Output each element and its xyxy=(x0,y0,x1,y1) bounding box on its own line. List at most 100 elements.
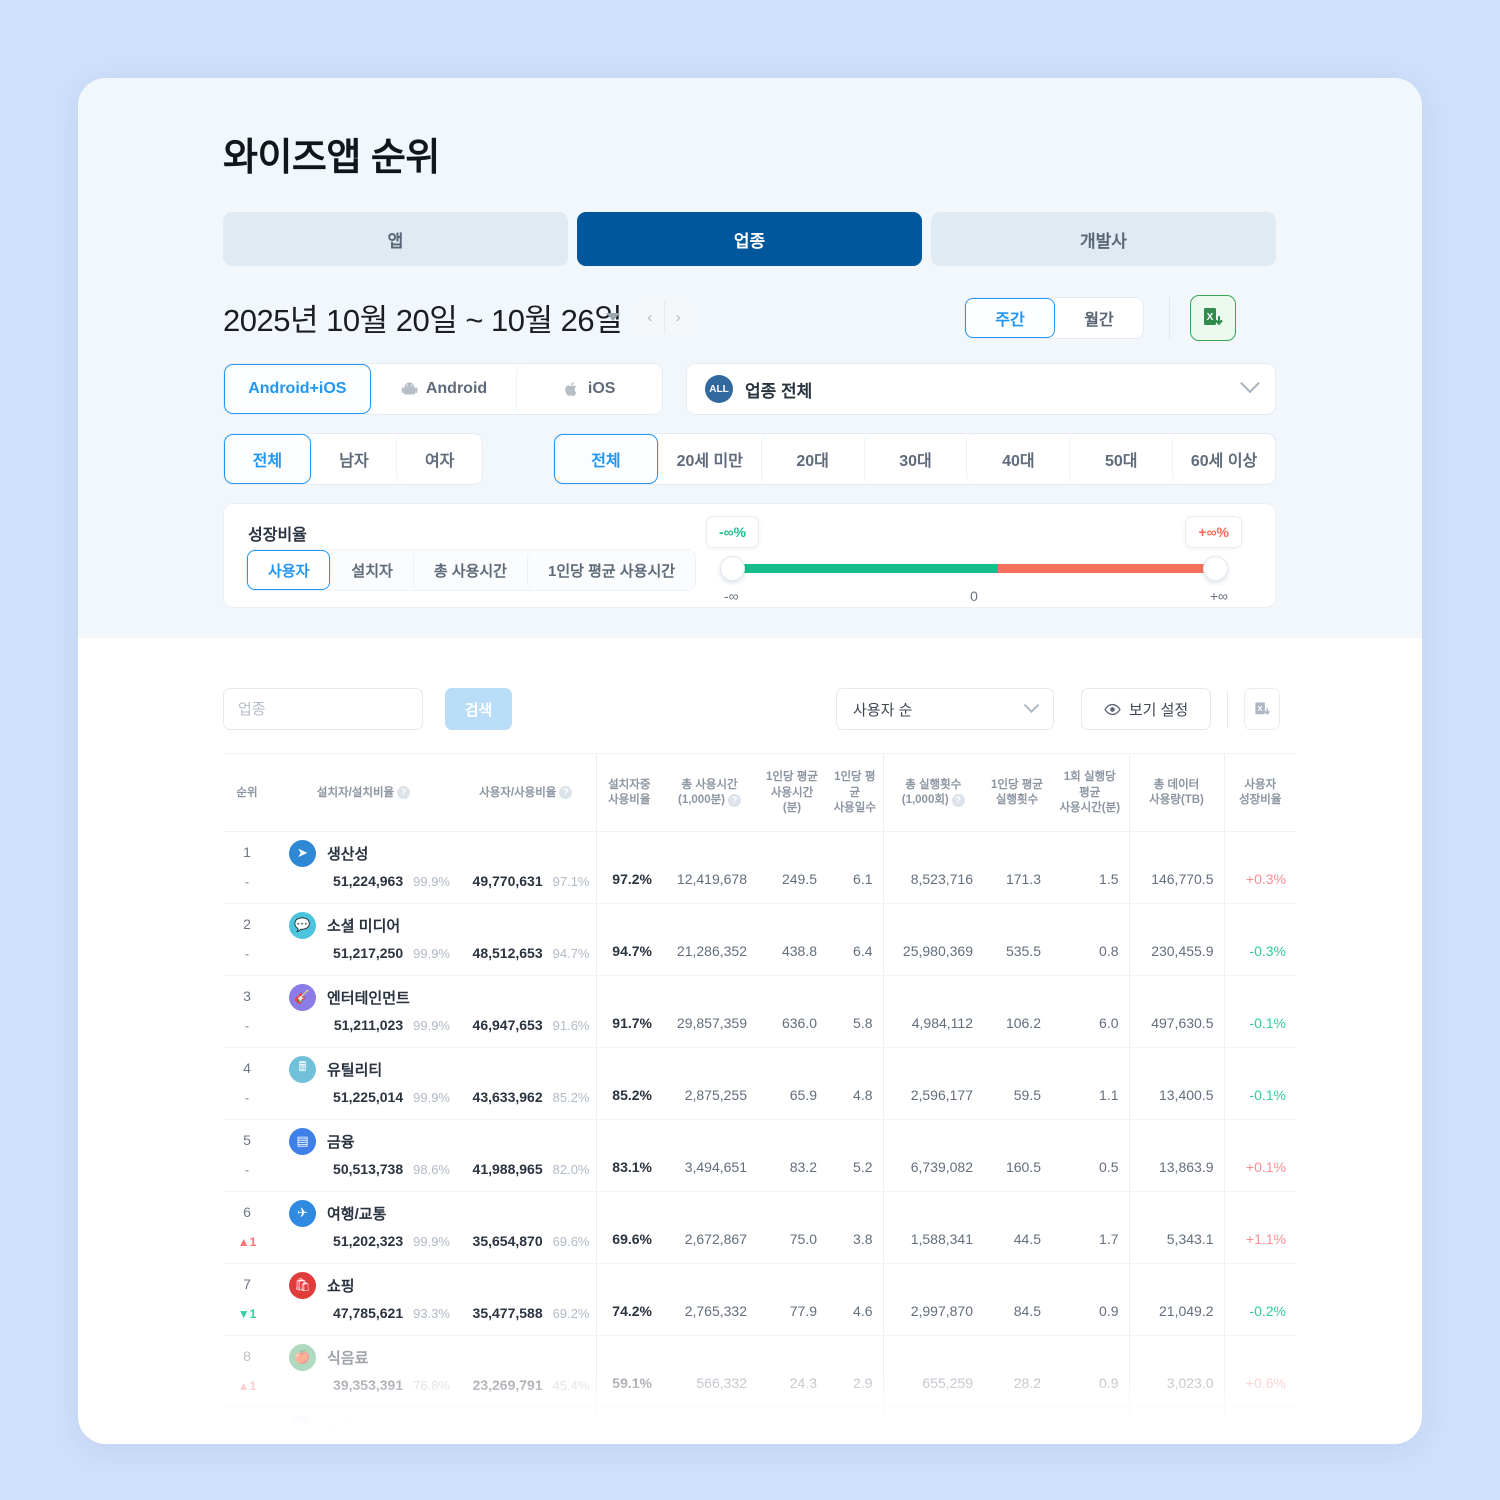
gender-male[interactable]: 남자 xyxy=(310,434,397,484)
col-time-per-run[interactable]: 1회 실행당 평균 사용시간(분) xyxy=(1051,753,1129,832)
col-rank[interactable]: 순위 xyxy=(223,753,271,832)
chat-bubble-icon: 💬 xyxy=(289,911,316,939)
cell-growth-value: -0.2% xyxy=(1249,1302,1286,1319)
entity-tab-app[interactable]: 앱 xyxy=(223,212,568,266)
help-icon[interactable]: ? xyxy=(397,785,411,799)
cell-total-runs: 1,588,341 xyxy=(882,1191,983,1264)
age-30s[interactable]: 30대 xyxy=(863,434,967,484)
gender-all[interactable]: 전체 xyxy=(224,434,311,484)
cell-avg-days-value: 3.8 xyxy=(853,1230,873,1247)
age-60-plus[interactable]: 60세 이상 xyxy=(1172,434,1275,484)
col-total-runs-line2: (1,000회) xyxy=(901,794,949,807)
table-row[interactable]: 3- 🎸 엔터테인먼트 51,211,023 99.9% 46,947,653 91.6% 9… xyxy=(223,975,1296,1048)
table-row[interactable]: 8 ▲1 🍎 식음료 39,353,391 76.8% 23,269,791 45.4% 59.… xyxy=(223,1335,1296,1408)
next-period-icon[interactable]: › xyxy=(663,301,693,334)
age-under-20[interactable]: 20세 미만 xyxy=(657,434,761,484)
cell-growth-value xyxy=(1225,1408,1297,1444)
table-row[interactable]: 4- 🖩 유틸리티 51,225,014 99.9% 43,633,962 85.2% 85.… xyxy=(223,1047,1296,1120)
col-total-time[interactable]: 총 사용시간 (1,000분)? xyxy=(662,753,757,832)
app-card: 와이즈앱 순위 앱 업종 개발사 2025년 10월 20일 ~ 10월 26일… xyxy=(78,78,1422,1444)
help-icon[interactable]: ? xyxy=(728,793,742,807)
cell-total-runs: 655,259 xyxy=(882,1335,983,1408)
period-monthly[interactable]: 월간 xyxy=(1084,312,1114,329)
date-range-label[interactable]: 2025년 10월 20일 ~ 10월 26일 xyxy=(223,303,623,338)
gender-female[interactable]: 여자 xyxy=(396,434,482,484)
entity-tab-developer[interactable]: 개발사 xyxy=(931,212,1276,266)
excel-download-button[interactable]: X xyxy=(1190,295,1236,341)
col-total-runs-line1: 총 실행횟수 xyxy=(905,778,962,791)
help-icon[interactable]: ? xyxy=(559,785,573,799)
table-row[interactable]: 5- ▤ 금융 50,513,738 98.6% 41,988,965 82.0% 83.1%… xyxy=(223,1119,1296,1192)
cell-name-installs[interactable]: ▤ 금융 50,513,738 98.6% xyxy=(271,1119,456,1192)
user-ratio-value: 69.2% xyxy=(552,1305,590,1321)
table-row[interactable]: 9 🎓 교육 xyxy=(223,1407,1296,1444)
os-option-ios[interactable]: iOS xyxy=(516,364,662,414)
cell-name-installs[interactable]: 🛍 쇼핑 47,785,621 93.3% xyxy=(271,1263,456,1336)
search-input[interactable] xyxy=(223,688,423,730)
cell-rank: 4- xyxy=(223,1047,271,1120)
cell-name-installs[interactable]: 🎓 교육 xyxy=(271,1407,456,1444)
cell-avg-runs-value xyxy=(983,1408,1051,1444)
industry-select[interactable]: ALL 업종 전체 xyxy=(686,363,1276,415)
age-all[interactable]: 전체 xyxy=(554,434,658,484)
table-row[interactable]: 2- 💬 소셜 미디어 51,217,250 99.9% 48,512,653 94.7% 9… xyxy=(223,903,1296,976)
prev-period-icon[interactable]: ‹ xyxy=(647,309,653,326)
users-value: 49,770,631 xyxy=(472,872,543,889)
view-settings-button[interactable]: 보기 설정 xyxy=(1081,688,1211,730)
cell-total-runs: 4,984,112 xyxy=(882,975,983,1048)
metric-installs[interactable]: 설치자 xyxy=(330,550,412,590)
metric-avg-time[interactable]: 1인당 평균 사용시간 xyxy=(526,550,695,590)
col-growth[interactable]: 사용자 성장비율 xyxy=(1223,753,1296,832)
cell-total-runs-value: 6,739,082 xyxy=(910,1158,973,1175)
period-weekly[interactable]: 주간 xyxy=(965,298,1055,338)
cell-name-installs[interactable]: 💬 소셜 미디어 51,217,250 99.9% xyxy=(271,903,456,976)
col-use-of-install[interactable]: 설치자중 사용비율 xyxy=(595,753,662,832)
cell-name-installs[interactable]: ➤ 생산성 51,224,963 99.9% xyxy=(271,831,456,904)
entity-tab-industry[interactable]: 업종 xyxy=(577,212,922,266)
col-users[interactable]: 사용자/사용비율? xyxy=(456,753,596,832)
cell-time-per-run: 1.5 xyxy=(1051,831,1129,904)
search-button[interactable]: 검색 xyxy=(445,688,512,730)
cell-name-installs[interactable]: 🖩 유틸리티 51,225,014 99.9% xyxy=(271,1047,456,1120)
table-row[interactable]: 6 ▲1 ✈ 여행/교통 51,202,323 99.9% 35,654,870 69.6% 6… xyxy=(223,1191,1296,1264)
slider-track[interactable] xyxy=(734,564,1214,573)
col-avg-runs[interactable]: 1인당 평균 실행횟수 xyxy=(983,753,1051,832)
col-data-usage[interactable]: 총 데이터 사용량(TB) xyxy=(1128,753,1224,832)
cell-avg-days: 6.4 xyxy=(827,903,883,976)
install-ratio-value: 99.9% xyxy=(413,945,450,961)
metric-users[interactable]: 사용자 xyxy=(247,550,331,590)
excel-download-button-small[interactable]: X xyxy=(1244,688,1280,730)
cell-name-installs[interactable]: 🎸 엔터테인먼트 51,211,023 99.9% xyxy=(271,975,456,1048)
entity-tab-bar: 앱 업종 개발사 xyxy=(223,212,1276,266)
sort-select[interactable]: 사용자 순 xyxy=(836,688,1054,730)
metric-total-time[interactable]: 총 사용시간 xyxy=(412,550,527,590)
os-option-android-ios[interactable]: Android+iOS xyxy=(224,364,371,414)
col-installs[interactable]: 설치자/설치비율? xyxy=(271,753,456,832)
table-row[interactable]: 7 ▼1 🛍 쇼핑 47,785,621 93.3% 35,477,588 69.2% 74.2… xyxy=(223,1263,1296,1336)
age-20s[interactable]: 20대 xyxy=(760,434,864,484)
cell-data-usage-value: 21,049.2 xyxy=(1159,1302,1214,1319)
cell-name-installs[interactable]: 🍎 식음료 39,353,391 76.8% xyxy=(271,1335,456,1408)
cell-growth: +0.3% xyxy=(1223,831,1296,904)
os-option-android[interactable]: Android xyxy=(370,364,517,414)
age-50s[interactable]: 50대 xyxy=(1069,434,1172,484)
slider-handle-min[interactable] xyxy=(720,556,745,581)
cell-avg-days-value: 2.9 xyxy=(853,1374,873,1391)
cell-name-installs[interactable]: ✈ 여행/교통 51,202,323 99.9% xyxy=(271,1191,456,1264)
industry-select-value: 업종 전체 xyxy=(745,381,813,401)
slider-handle-max[interactable] xyxy=(1203,556,1228,581)
cell-total-runs-value: 2,596,177 xyxy=(910,1086,973,1103)
help-icon[interactable]: ? xyxy=(951,793,965,807)
col-users-label: 사용자/사용비율 xyxy=(479,786,557,799)
table-row[interactable]: 1- ➤ 생산성 51,224,963 99.9% 49,770,631 97.1% 97.2… xyxy=(223,831,1296,904)
col-total-runs[interactable]: 총 실행횟수 (1,000회)? xyxy=(882,753,983,832)
cell-avg-days xyxy=(827,1407,883,1444)
cell-avg-runs: 171.3 xyxy=(983,831,1051,904)
age-40s[interactable]: 40대 xyxy=(966,434,1069,484)
rank-delta: ▲1 xyxy=(237,1378,257,1393)
col-avg-days[interactable]: 1인당 평균 사용일수 xyxy=(827,753,883,832)
col-avg-time[interactable]: 1인당 평균 사용시간(분) xyxy=(757,753,827,832)
cell-time-per-run-value xyxy=(1051,1408,1129,1444)
slider-track-positive xyxy=(998,564,1214,573)
date-dropdown-caret-icon[interactable] xyxy=(606,313,620,321)
